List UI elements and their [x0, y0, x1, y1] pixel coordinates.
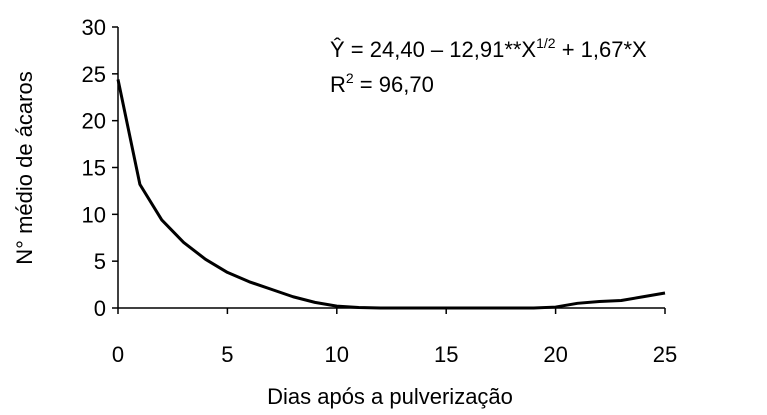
y-tick-label: 25: [82, 62, 106, 87]
x-axis-label: Dias após a pulverização: [267, 384, 513, 409]
x-tick-label: 0: [112, 342, 124, 367]
x-tick-label: 20: [543, 342, 567, 367]
y-tick-label: 20: [82, 109, 106, 134]
y-tick-label: 30: [82, 15, 106, 40]
x-tick-label: 15: [434, 342, 458, 367]
r-squared-exponent: 2: [346, 70, 354, 86]
equation-part: Ŷ = 24,40 – 12,91**X: [330, 37, 536, 62]
y-axis-label: N° médio de ácaros: [12, 71, 37, 264]
data-line: [116, 79, 666, 310]
r-squared-part: R: [330, 72, 346, 97]
x-tick-label: 5: [221, 342, 233, 367]
y-tick-label: 0: [94, 296, 106, 321]
r-squared-part: = 96,70: [354, 72, 434, 97]
equation-part: + 1,67*X: [556, 37, 647, 62]
y-tick-label: 10: [82, 202, 106, 227]
y-tick-label: 15: [82, 156, 106, 181]
equation-exponent: 1/2: [536, 35, 556, 51]
x-tick-label: 10: [325, 342, 349, 367]
y-tick-label: 5: [94, 249, 106, 274]
x-tick-label: 25: [653, 342, 677, 367]
r-squared: R2 = 96,70: [330, 70, 434, 97]
equation: Ŷ = 24,40 – 12,91**X1/2 + 1,67*X: [330, 35, 647, 62]
